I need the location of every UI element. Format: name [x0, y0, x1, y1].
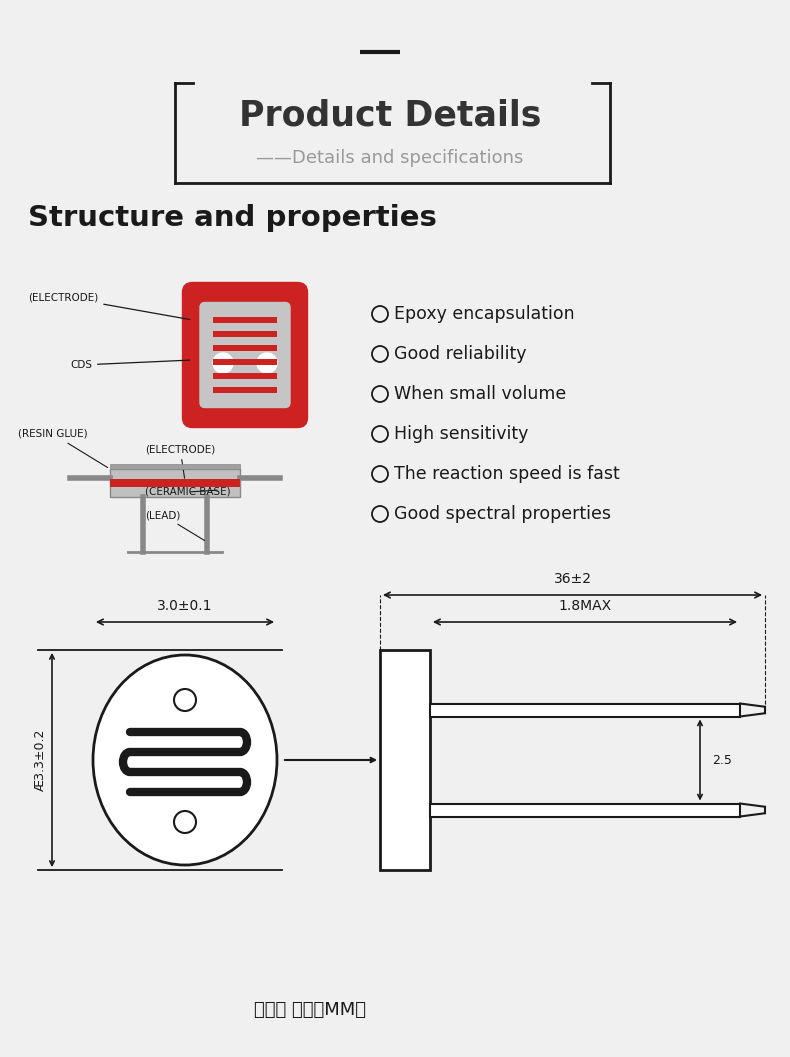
- Circle shape: [174, 811, 196, 833]
- Circle shape: [257, 353, 277, 373]
- Bar: [213, 359, 277, 365]
- Text: The reaction speed is fast: The reaction speed is fast: [394, 465, 619, 483]
- Text: 36±2: 36±2: [554, 572, 592, 586]
- Bar: [110, 464, 240, 469]
- Text: CDS: CDS: [70, 360, 190, 370]
- Text: 3.0±0.1: 3.0±0.1: [157, 599, 213, 613]
- Text: (ELECTRODE): (ELECTRODE): [145, 444, 215, 478]
- FancyBboxPatch shape: [200, 302, 290, 408]
- FancyBboxPatch shape: [182, 282, 307, 427]
- Text: ——Details and specifications: ——Details and specifications: [256, 149, 524, 167]
- Text: (CERAMIC BASE): (CERAMIC BASE): [145, 487, 231, 497]
- Text: 单位： 毫米（MM）: 单位： 毫米（MM）: [254, 1001, 366, 1019]
- Text: 2.5: 2.5: [712, 754, 732, 766]
- Bar: [380, 650, 430, 870]
- Bar: [213, 345, 277, 351]
- Text: High sensitivity: High sensitivity: [394, 425, 529, 443]
- Circle shape: [174, 689, 196, 711]
- Bar: [213, 317, 277, 323]
- Text: Good reliability: Good reliability: [394, 345, 526, 363]
- Text: Product Details: Product Details: [239, 98, 541, 132]
- Bar: [110, 469, 240, 497]
- Text: Structure and properties: Structure and properties: [28, 204, 437, 231]
- Bar: [110, 479, 240, 487]
- Text: Epoxy encapsulation: Epoxy encapsulation: [394, 305, 574, 323]
- Text: Æ0.4: Æ0.4: [612, 704, 644, 717]
- Text: Æ3.3±0.2: Æ3.3±0.2: [34, 729, 47, 792]
- Bar: [430, 704, 740, 717]
- Text: Good spectral properties: Good spectral properties: [394, 505, 611, 523]
- Bar: [213, 331, 277, 337]
- Text: (ELECTRODE): (ELECTRODE): [28, 292, 190, 319]
- Bar: [213, 387, 277, 393]
- Text: When small volume: When small volume: [394, 385, 566, 403]
- Bar: [213, 373, 277, 379]
- Ellipse shape: [93, 655, 277, 865]
- Text: (RESIN GLUE): (RESIN GLUE): [18, 429, 107, 467]
- Bar: [430, 803, 740, 816]
- Circle shape: [213, 353, 233, 373]
- Text: (LEAD): (LEAD): [145, 509, 205, 540]
- Text: 1.8MAX: 1.8MAX: [559, 599, 611, 613]
